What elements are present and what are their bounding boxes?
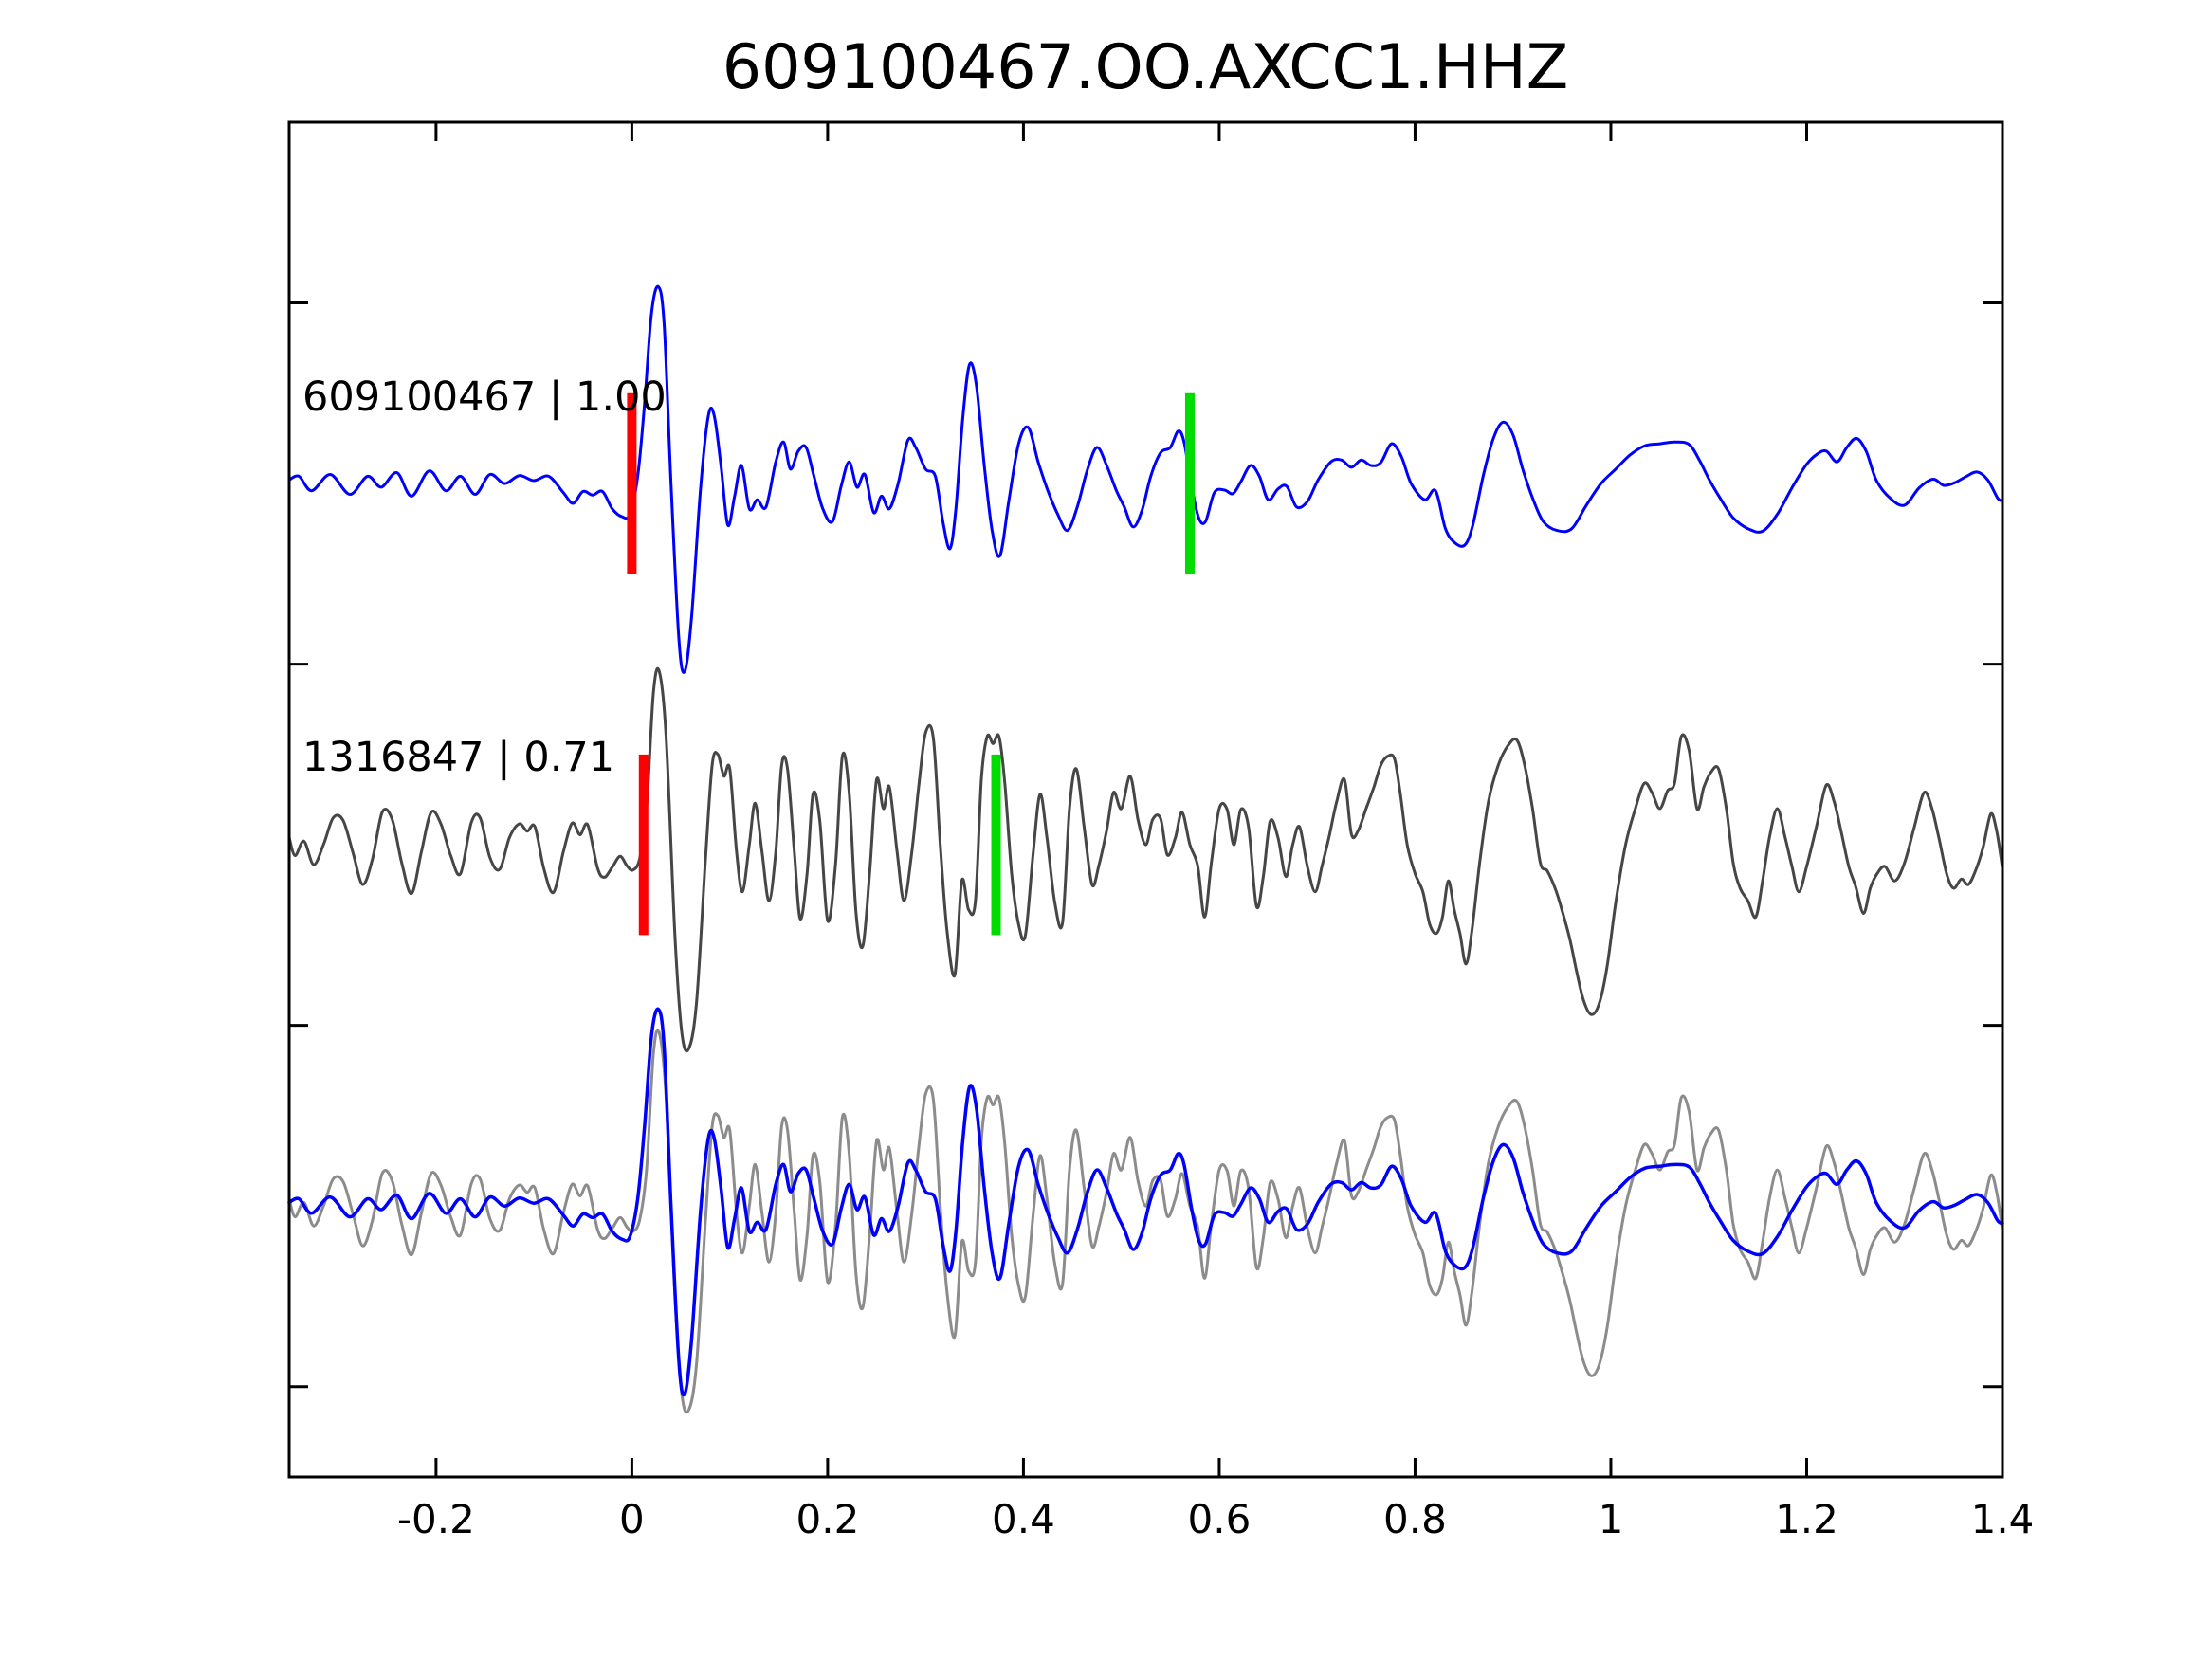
x-tick-label: 1 (1599, 1496, 1624, 1542)
x-tick-label: 0.2 (796, 1496, 860, 1542)
x-tick-label: 1.4 (1971, 1496, 2035, 1542)
pick-markers (627, 392, 1195, 936)
waveform-overlay-template (287, 1007, 2004, 1397)
waveform-overlay-detection (287, 1028, 2004, 1414)
x-tick-labels: -0.2 0 0.2 0.4 0.6 0.8 1 1.2 1.4 (397, 1496, 2034, 1542)
detection-trace-label: 1316847 | 0.71 (302, 734, 614, 781)
x-tick-label: 0.8 (1383, 1496, 1447, 1542)
x-tick-label: 1.2 (1775, 1496, 1838, 1542)
figure-title: 609100467.OO.AXCC1.HHZ (722, 32, 1569, 103)
axes-frame (287, 120, 2004, 1479)
x-tick-label: 0.6 (1188, 1496, 1252, 1542)
waveform-template (287, 284, 2004, 674)
template-trace-label: 609100467 | 1.00 (302, 374, 667, 421)
x-tick-label: 0.4 (992, 1496, 1055, 1542)
x-tick-label: 0 (619, 1496, 645, 1542)
x-tick-label: -0.2 (397, 1496, 475, 1542)
axes-background (289, 122, 2002, 1477)
